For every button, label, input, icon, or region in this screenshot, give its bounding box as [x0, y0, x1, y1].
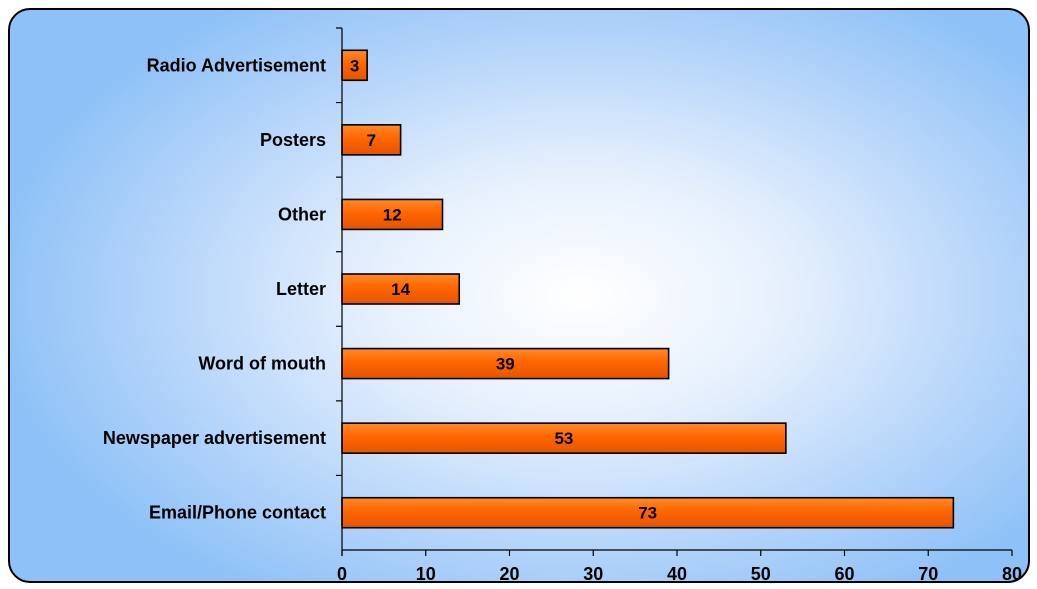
bar-email-phone-contact [341, 496, 955, 529]
x-tick-label-70: 70 [918, 564, 938, 581]
category-label-letter: Letter [276, 279, 326, 299]
chart-frame: 3 Radio Advertisement 7 Posters 12 Other 14 Let… [8, 8, 1030, 583]
data-label-email-phone-contact: 73 [638, 504, 657, 523]
x-tick-label-60: 60 [834, 564, 854, 581]
x-tick-label-30: 30 [583, 564, 603, 581]
bar-other [341, 198, 444, 231]
x-tick-label-50: 50 [751, 564, 771, 581]
x-tick-label-0: 0 [337, 564, 347, 581]
category-label-word-of-mouth: Word of mouth [198, 354, 326, 374]
category-label-other: Other [278, 204, 326, 224]
data-label-other: 12 [383, 205, 402, 224]
data-label-radio-advertisement: 3 [350, 56, 359, 75]
bar-letter [341, 273, 461, 305]
x-tick-label-80: 80 [1002, 564, 1022, 581]
data-label-letter: 14 [391, 280, 410, 299]
bar-chart: 3 Radio Advertisement 7 Posters 12 Other 14 Let… [103, 27, 1022, 581]
data-label-posters: 7 [367, 131, 376, 150]
data-label-word-of-mouth: 39 [496, 355, 515, 374]
category-label-radio-advertisement: Radio Advertisement [147, 55, 326, 75]
x-tick-label-10: 10 [416, 564, 436, 581]
bar-word-of-mouth [341, 347, 670, 380]
x-tick-label-20: 20 [499, 564, 519, 581]
bar-posters [341, 124, 402, 156]
data-label-newspaper-advertisement: 53 [554, 429, 573, 448]
category-label-posters: Posters [260, 130, 326, 150]
x-tick-label-40: 40 [667, 564, 687, 581]
category-label-newspaper-advertisement: Newspaper advertisement [103, 428, 326, 448]
category-label-email-phone-contact: Email/Phone contact [149, 503, 326, 523]
